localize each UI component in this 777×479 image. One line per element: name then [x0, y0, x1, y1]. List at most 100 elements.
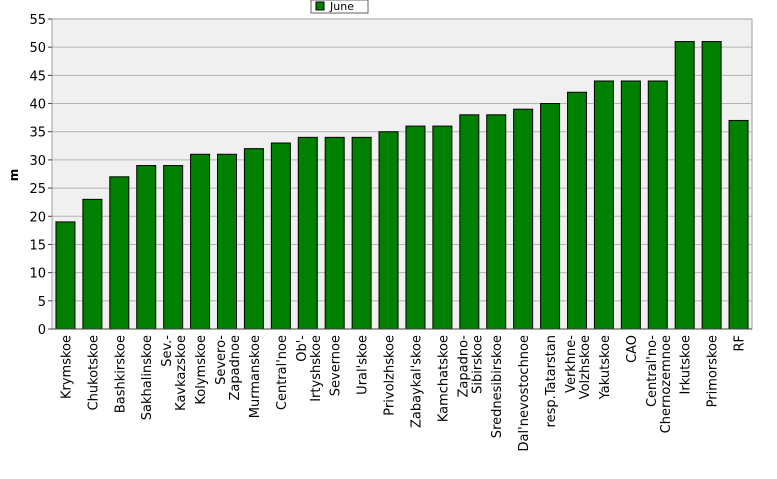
y-tick-label: 15: [29, 238, 46, 253]
x-tick-label-line: Zapadnoe: [228, 335, 243, 401]
bar: [217, 153, 237, 330]
x-tick-label-line: resp.Tatarstan: [544, 335, 559, 427]
bar: [351, 136, 372, 330]
y-tick-label: 25: [29, 182, 46, 197]
bars: [52, 41, 752, 330]
bar: [378, 131, 399, 330]
x-tick-label: Ob'- Irtyshskoe: [295, 335, 324, 402]
bar: [647, 80, 668, 330]
x-tick-label-line: Bashkirskoe: [113, 335, 128, 413]
bar: [728, 119, 749, 330]
legend-swatch: [315, 1, 325, 11]
x-tick-label-line: Ob'-: [295, 335, 310, 362]
bar: [324, 136, 345, 330]
x-tick-label: Sev.- Kavkazskoe: [160, 335, 189, 411]
bar: [405, 125, 426, 330]
x-tick-label: RF: [733, 335, 748, 352]
bar: [432, 125, 453, 330]
x-tick-label: Dal'nevostochnoe: [517, 335, 532, 451]
bar: [701, 41, 722, 330]
x-tick-label-line: Kavkazskoe: [174, 335, 189, 411]
x-tick-label: resp.Tatarstan: [544, 335, 559, 427]
bar: [243, 148, 264, 330]
x-tick-label: Zapadno- Sibirskoe: [456, 335, 485, 398]
legend: June: [310, 0, 369, 14]
x-tick-label: Bashkirskoe: [113, 335, 128, 413]
x-tick-label: Irkutskoe: [679, 335, 694, 394]
x-tick-label: Sakhalinskoe: [140, 335, 155, 420]
x-tick-label-line: Krymskoe: [59, 335, 74, 399]
x-tick-label-line: CAO: [625, 335, 640, 363]
x-tick-label-line: Chukotskoe: [86, 335, 101, 410]
bar: [540, 103, 561, 330]
x-tick-label-line: Dal'nevostochnoe: [517, 335, 532, 451]
x-tick-label-line: Sev.-: [160, 335, 175, 367]
bar: [136, 165, 157, 330]
x-tick-label: Severo- Zapadnoe: [214, 335, 243, 401]
bar: [270, 142, 291, 330]
x-tick-label-line: Irtyshskoe: [309, 335, 324, 402]
bar: [109, 176, 130, 330]
x-tick-label-line: Central'no-: [645, 335, 660, 407]
x-tick-label: Krymskoe: [59, 335, 74, 399]
x-tick-label-line: Murmanskoe: [248, 335, 263, 418]
y-tick-label: 20: [29, 210, 46, 225]
x-tick-label-line: Chernozemnoe: [659, 335, 674, 433]
x-tick-label: Ural'skoe: [356, 335, 371, 395]
bar: [82, 198, 103, 330]
x-tick-label: Primorskoe: [706, 335, 721, 407]
bar: [163, 165, 184, 330]
y-tick-label: 10: [29, 267, 46, 282]
x-tick-label: Verkhne- Volzhskoe: [564, 335, 593, 400]
bar: [190, 153, 211, 330]
x-tick-label: Severnoe: [329, 335, 344, 396]
y-tick-label: 40: [29, 98, 46, 113]
y-tick-label: 55: [29, 13, 46, 28]
x-tick-label: Zabaykal'skoe: [409, 335, 424, 428]
x-tick-label-line: Central'noe: [275, 335, 290, 410]
x-tick-label-line: Severo-: [214, 335, 229, 385]
y-tick-label: 35: [29, 126, 46, 141]
x-tick-label-line: Zabaykal'skoe: [409, 335, 424, 428]
y-axis-label: m: [7, 169, 21, 182]
bar: [620, 80, 641, 330]
x-tick-label: Kamchatskoe: [436, 335, 451, 422]
x-tick-label-line: Kolymskoe: [194, 335, 209, 405]
legend-label-june: June: [329, 0, 354, 13]
y-tick-label: 50: [29, 41, 46, 56]
x-tick-label-line: Volzhskoe: [578, 335, 593, 399]
y-tick-label: 5: [38, 295, 46, 310]
x-tick-label-line: Privolzhskoe: [383, 335, 398, 416]
y-tick-label: 0: [38, 323, 46, 338]
x-tick-label: Yakutskoe: [598, 335, 613, 400]
x-tick-label-line: Zapadno-: [456, 335, 471, 398]
x-tick-label-line: Sibirskoe: [470, 335, 485, 394]
x-tick-label: Murmanskoe: [248, 335, 263, 418]
x-tick-label: Privolzhskoe: [383, 335, 398, 416]
bar: [486, 114, 507, 330]
x-tick-label-line: RF: [733, 335, 748, 352]
bar: [593, 80, 614, 330]
bar: [297, 136, 318, 330]
bar: [459, 114, 480, 330]
y-tick-label: 30: [29, 154, 46, 169]
x-tick-label: Kolymskoe: [194, 335, 209, 405]
x-tick-label: Central'no- Chernozemnoe: [645, 335, 674, 434]
x-tick-label: CAO: [625, 335, 640, 363]
x-tick-label-line: Srednesibirskoe: [490, 335, 505, 438]
legend-box: [310, 0, 369, 14]
bar: [674, 41, 695, 330]
x-tick-label-line: Irkutskoe: [679, 335, 694, 394]
x-tick-label-line: Yakutskoe: [598, 335, 613, 400]
plot-area: [51, 18, 753, 330]
x-tick-label-line: Sakhalinskoe: [140, 335, 155, 420]
bar: [567, 91, 587, 330]
x-tick-label-line: Primorskoe: [706, 335, 721, 407]
x-tick-label-line: Kamchatskoe: [436, 335, 451, 422]
x-tick-label: Central'noe: [275, 335, 290, 410]
y-axis-ticks: 0 5 10 15 20 25 30 35 40 45 50 55: [29, 13, 52, 338]
x-tick-label-line: Severnoe: [329, 335, 344, 396]
x-axis-labels: Krymskoe Chukotskoe Bashkirskoe Sakhalinsko…: [59, 335, 747, 452]
bar: [513, 108, 534, 330]
